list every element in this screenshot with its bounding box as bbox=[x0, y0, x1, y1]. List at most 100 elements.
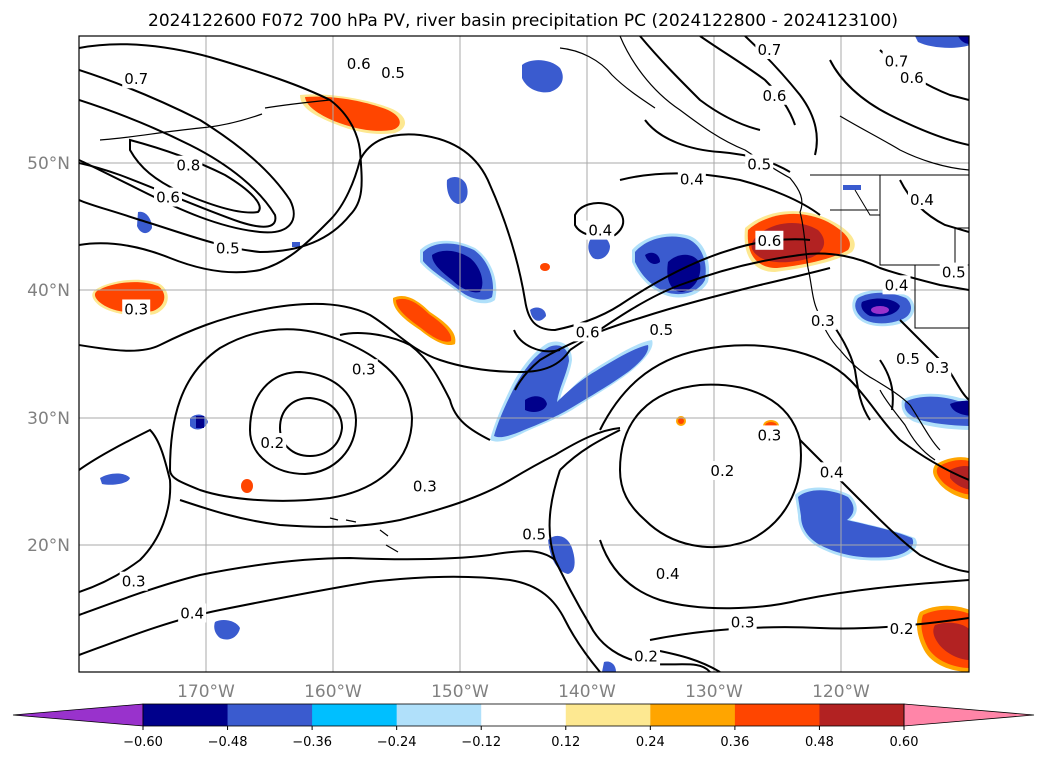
contour-label-bg bbox=[122, 299, 151, 319]
contour-label: 0.4 bbox=[885, 276, 909, 294]
precip-patch bbox=[950, 400, 969, 416]
contour-label: 0.7 bbox=[885, 52, 909, 70]
contour-label: 0.7 bbox=[757, 41, 781, 59]
contour-label-bg bbox=[647, 319, 676, 339]
pv-contour bbox=[649, 617, 969, 641]
pv-contour bbox=[619, 172, 821, 216]
contour-label: 0.2 bbox=[890, 620, 914, 638]
chart-title: 2024122600 F072 700 hPa PV, river basin … bbox=[148, 11, 898, 31]
colorbar-tick-label: −0.36 bbox=[292, 735, 332, 750]
precip-patch bbox=[602, 661, 616, 672]
contour-label: 0.2 bbox=[710, 462, 734, 480]
precip-patch bbox=[915, 36, 969, 48]
precip-patch bbox=[196, 416, 204, 428]
pv-contour bbox=[248, 370, 358, 476]
contour-label: 0.5 bbox=[381, 64, 405, 82]
contour-label: 0.5 bbox=[649, 321, 673, 339]
contour-label: 0.3 bbox=[811, 312, 835, 330]
y-tick-label: 30°N bbox=[27, 409, 70, 429]
x-tick-label: 140°W bbox=[558, 682, 616, 702]
y-tick-label: 20°N bbox=[27, 536, 70, 556]
x-axis: 170°W 160°W 150°W 140°W 130°W 120°W bbox=[177, 682, 870, 702]
contour-label-bg bbox=[755, 230, 784, 250]
contour-label-bg bbox=[755, 425, 784, 445]
contour-label-bg bbox=[119, 571, 148, 591]
colorbar-bin bbox=[312, 704, 398, 726]
pv-contour bbox=[79, 133, 811, 332]
border bbox=[914, 265, 969, 329]
pv-contour bbox=[339, 332, 491, 441]
coastline bbox=[264, 99, 331, 109]
contour-label-bg bbox=[893, 349, 922, 369]
contour-label: 0.3 bbox=[413, 477, 437, 495]
pv-contour bbox=[168, 328, 414, 502]
contour-label-bg bbox=[154, 187, 182, 207]
precip-patch bbox=[933, 622, 969, 660]
contour-label: 0.4 bbox=[820, 463, 844, 481]
colorbar-extend-max bbox=[903, 703, 1035, 727]
pv-contour bbox=[618, 383, 802, 548]
precip-patch bbox=[432, 250, 483, 293]
colorbar-extend-min bbox=[12, 703, 144, 727]
contour-label: 0.5 bbox=[896, 350, 920, 368]
pv-contour bbox=[599, 344, 969, 481]
contour-label-bg bbox=[745, 154, 774, 174]
coastline bbox=[799, 211, 941, 451]
coastline bbox=[839, 115, 969, 171]
contour-label-bg bbox=[122, 69, 151, 89]
contour-label-bg bbox=[923, 357, 952, 377]
border bbox=[879, 175, 969, 266]
y-tick-label: 50°N bbox=[27, 154, 70, 174]
pv-contour bbox=[79, 99, 277, 228]
pv-contour bbox=[278, 396, 344, 458]
pv-contour bbox=[569, 252, 969, 351]
contour-label: 0.3 bbox=[731, 613, 755, 631]
contour-label-bg bbox=[520, 524, 549, 544]
precip-patch bbox=[305, 96, 400, 131]
pv-contour bbox=[654, 649, 721, 672]
precip-patch bbox=[530, 307, 546, 321]
precip-patch bbox=[958, 36, 969, 44]
colorbar-tick-label: 0.48 bbox=[805, 735, 834, 750]
contour-label: 0.3 bbox=[124, 300, 148, 318]
colorbar-bin bbox=[819, 704, 905, 726]
pv-contour bbox=[829, 59, 969, 146]
precip-patch bbox=[522, 60, 563, 93]
contour-label-bg bbox=[708, 461, 737, 481]
contour-label: 0.3 bbox=[352, 360, 376, 378]
contour-label-bg bbox=[755, 39, 784, 59]
colorbar-frame bbox=[142, 703, 905, 727]
contour-label: 0.2 bbox=[634, 648, 658, 666]
contour-label-bg bbox=[174, 155, 203, 175]
pv-contour bbox=[548, 429, 621, 561]
contour-label-bg bbox=[882, 275, 911, 295]
contour-label-bg bbox=[907, 190, 936, 210]
contour-label-bg bbox=[344, 53, 373, 73]
precip-patch bbox=[588, 235, 610, 260]
contour-label: 0.6 bbox=[763, 87, 787, 105]
precip-patch bbox=[540, 263, 550, 271]
precip-patch bbox=[843, 185, 861, 190]
gridlines bbox=[79, 36, 969, 672]
precip-patch bbox=[871, 306, 889, 314]
precip-patch bbox=[798, 490, 914, 558]
colorbar-bin bbox=[227, 704, 313, 726]
pv-contour bbox=[879, 359, 894, 411]
contour-label: 0.4 bbox=[656, 565, 680, 583]
coastlines bbox=[99, 36, 969, 553]
y-axis: 50°N 40°N 30°N 20°N bbox=[27, 154, 70, 556]
contour-label-bg bbox=[178, 603, 207, 623]
contour-label: 0.6 bbox=[347, 55, 371, 73]
precip-patch bbox=[950, 466, 969, 490]
contour-label: 0.8 bbox=[176, 157, 200, 175]
contour-label: 0.6 bbox=[156, 189, 180, 207]
contour-label: 0.5 bbox=[216, 239, 240, 257]
colorbar-tick-label: 0.36 bbox=[720, 735, 749, 750]
colorbar-tick-label: 0.24 bbox=[636, 735, 665, 750]
pv-contour bbox=[699, 36, 796, 126]
pv-contour bbox=[514, 267, 831, 391]
colorbar-tick-label: −0.12 bbox=[461, 735, 501, 750]
precip-patch bbox=[241, 479, 253, 493]
precip-patch bbox=[678, 418, 684, 424]
